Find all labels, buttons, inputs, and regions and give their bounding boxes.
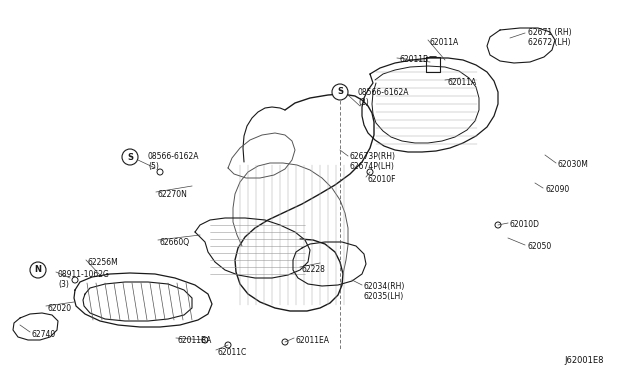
Circle shape [30, 262, 46, 278]
Circle shape [332, 84, 348, 100]
Circle shape [225, 342, 231, 348]
Text: 62050: 62050 [528, 242, 552, 251]
Text: 62228: 62228 [302, 265, 326, 274]
Text: (3): (3) [58, 280, 69, 289]
Text: 62660Q: 62660Q [160, 238, 190, 247]
Text: 62011A: 62011A [448, 78, 477, 87]
Text: 62090: 62090 [546, 185, 570, 194]
Text: 62020: 62020 [48, 304, 72, 313]
Text: (5): (5) [148, 162, 159, 171]
Text: 62011BA: 62011BA [178, 336, 212, 345]
Text: 62270N: 62270N [158, 190, 188, 199]
Text: 62030M: 62030M [558, 160, 589, 169]
Text: (2): (2) [358, 98, 369, 107]
Text: 62671 (RH): 62671 (RH) [528, 28, 572, 37]
Text: 62035(LH): 62035(LH) [364, 292, 404, 301]
Text: 62011EA: 62011EA [296, 336, 330, 345]
Text: 62672 (LH): 62672 (LH) [528, 38, 570, 47]
Circle shape [367, 169, 373, 175]
Text: N: N [35, 266, 42, 275]
Text: S: S [127, 153, 133, 161]
Circle shape [157, 169, 163, 175]
Text: S: S [337, 87, 343, 96]
Text: 62256M: 62256M [88, 258, 119, 267]
Text: 08566-6162A: 08566-6162A [358, 88, 410, 97]
Text: 62011C: 62011C [218, 348, 247, 357]
Text: 62010D: 62010D [510, 220, 540, 229]
Text: 62673P(RH): 62673P(RH) [350, 152, 396, 161]
Circle shape [72, 277, 78, 283]
Text: 62011A: 62011A [430, 38, 460, 47]
Circle shape [282, 339, 288, 345]
Text: J62001E8: J62001E8 [564, 356, 604, 365]
Text: 62034(RH): 62034(RH) [364, 282, 405, 291]
Circle shape [202, 337, 208, 343]
Circle shape [122, 149, 138, 165]
Text: 08566-6162A: 08566-6162A [148, 152, 200, 161]
Circle shape [495, 222, 501, 228]
Text: 62740: 62740 [32, 330, 56, 339]
Text: 62011B: 62011B [400, 55, 429, 64]
Text: 08911-1062G: 08911-1062G [58, 270, 110, 279]
Text: 62674P(LH): 62674P(LH) [350, 162, 395, 171]
Text: 62010F: 62010F [368, 175, 397, 184]
